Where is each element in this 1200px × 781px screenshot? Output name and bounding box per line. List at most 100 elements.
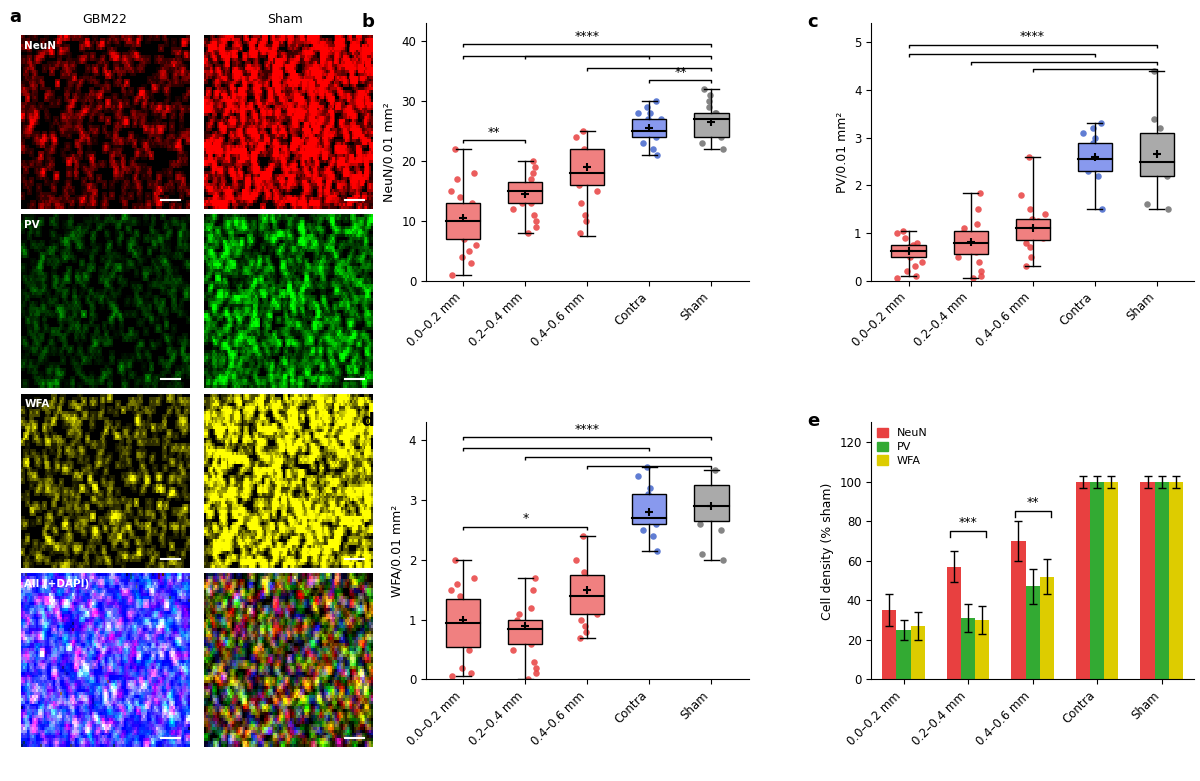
Point	[1093, 203, 1112, 216]
Point	[569, 601, 588, 614]
Point	[1020, 203, 1039, 216]
Bar	[1169, 482, 1183, 679]
Text: c: c	[806, 13, 817, 31]
Point	[448, 613, 467, 626]
Point	[652, 508, 671, 521]
Point	[1159, 203, 1178, 216]
Point	[964, 272, 983, 284]
Point	[454, 226, 473, 239]
Point	[696, 505, 715, 518]
Point	[1151, 131, 1170, 144]
Bar	[570, 575, 605, 614]
Point	[516, 191, 535, 203]
Point	[637, 101, 656, 113]
Point	[575, 565, 594, 578]
Point	[577, 155, 596, 167]
Point	[704, 125, 724, 137]
Point	[448, 173, 467, 185]
Point	[461, 667, 480, 679]
Point	[706, 107, 725, 119]
Point	[635, 512, 654, 524]
Point	[1080, 155, 1099, 168]
Point	[1097, 141, 1116, 154]
Point	[703, 113, 722, 126]
Point	[635, 125, 654, 137]
Text: d: d	[361, 412, 374, 430]
Point	[442, 583, 461, 596]
Y-axis label: Cell density (% sham): Cell density (% sham)	[821, 482, 834, 619]
Point	[695, 488, 714, 501]
Point	[450, 590, 469, 602]
Point	[643, 530, 662, 542]
Bar	[632, 119, 666, 137]
Point	[953, 226, 972, 239]
Point	[706, 464, 725, 476]
Bar	[1076, 482, 1090, 679]
Point	[972, 265, 991, 277]
Text: ****: ****	[575, 423, 600, 436]
Point	[1157, 169, 1176, 182]
Point	[521, 197, 540, 209]
Point	[1084, 144, 1103, 156]
Point	[575, 619, 594, 632]
Text: *: *	[522, 512, 528, 526]
Point	[1084, 137, 1103, 149]
Point	[526, 161, 545, 173]
Point	[455, 233, 474, 245]
Point	[588, 185, 607, 198]
Point	[971, 187, 990, 199]
Text: Sham: Sham	[266, 13, 302, 27]
Point	[690, 125, 709, 137]
Point	[640, 482, 659, 494]
Point	[1074, 127, 1093, 139]
Point	[526, 572, 545, 584]
Point	[706, 107, 725, 119]
Point	[893, 244, 912, 256]
Point	[590, 590, 610, 602]
Point	[1140, 146, 1159, 159]
Point	[632, 523, 652, 536]
Point	[972, 269, 991, 282]
Point	[590, 149, 610, 162]
Point	[638, 113, 658, 126]
Point	[566, 554, 586, 566]
Point	[637, 461, 656, 473]
Text: **: **	[488, 126, 500, 138]
Point	[1012, 189, 1031, 201]
Point	[712, 131, 731, 144]
Text: **: **	[674, 66, 686, 79]
Point	[522, 601, 541, 614]
Point	[523, 583, 542, 596]
Point	[895, 232, 914, 244]
Bar	[896, 630, 911, 679]
Point	[714, 554, 733, 566]
Point	[503, 202, 522, 215]
Point	[958, 241, 977, 254]
Point	[966, 246, 985, 259]
Point	[1141, 151, 1160, 163]
Bar	[695, 113, 728, 137]
Bar	[509, 619, 542, 644]
Point	[467, 238, 486, 251]
Point	[647, 95, 666, 108]
Point	[695, 83, 714, 95]
Point	[460, 644, 479, 656]
Point	[452, 662, 472, 674]
Point	[648, 149, 667, 162]
Point	[575, 143, 594, 155]
Bar	[1015, 219, 1050, 241]
Point	[527, 215, 546, 227]
Point	[508, 185, 527, 198]
Point	[629, 107, 648, 119]
Point	[1151, 122, 1170, 134]
Point	[442, 185, 461, 198]
Point	[905, 260, 924, 273]
Point	[629, 470, 648, 483]
Point	[462, 595, 481, 608]
Point	[647, 518, 666, 530]
Point	[518, 226, 538, 239]
Point	[523, 167, 542, 180]
Point	[704, 512, 724, 524]
Point	[712, 523, 731, 536]
Text: GBM22: GBM22	[83, 13, 127, 27]
